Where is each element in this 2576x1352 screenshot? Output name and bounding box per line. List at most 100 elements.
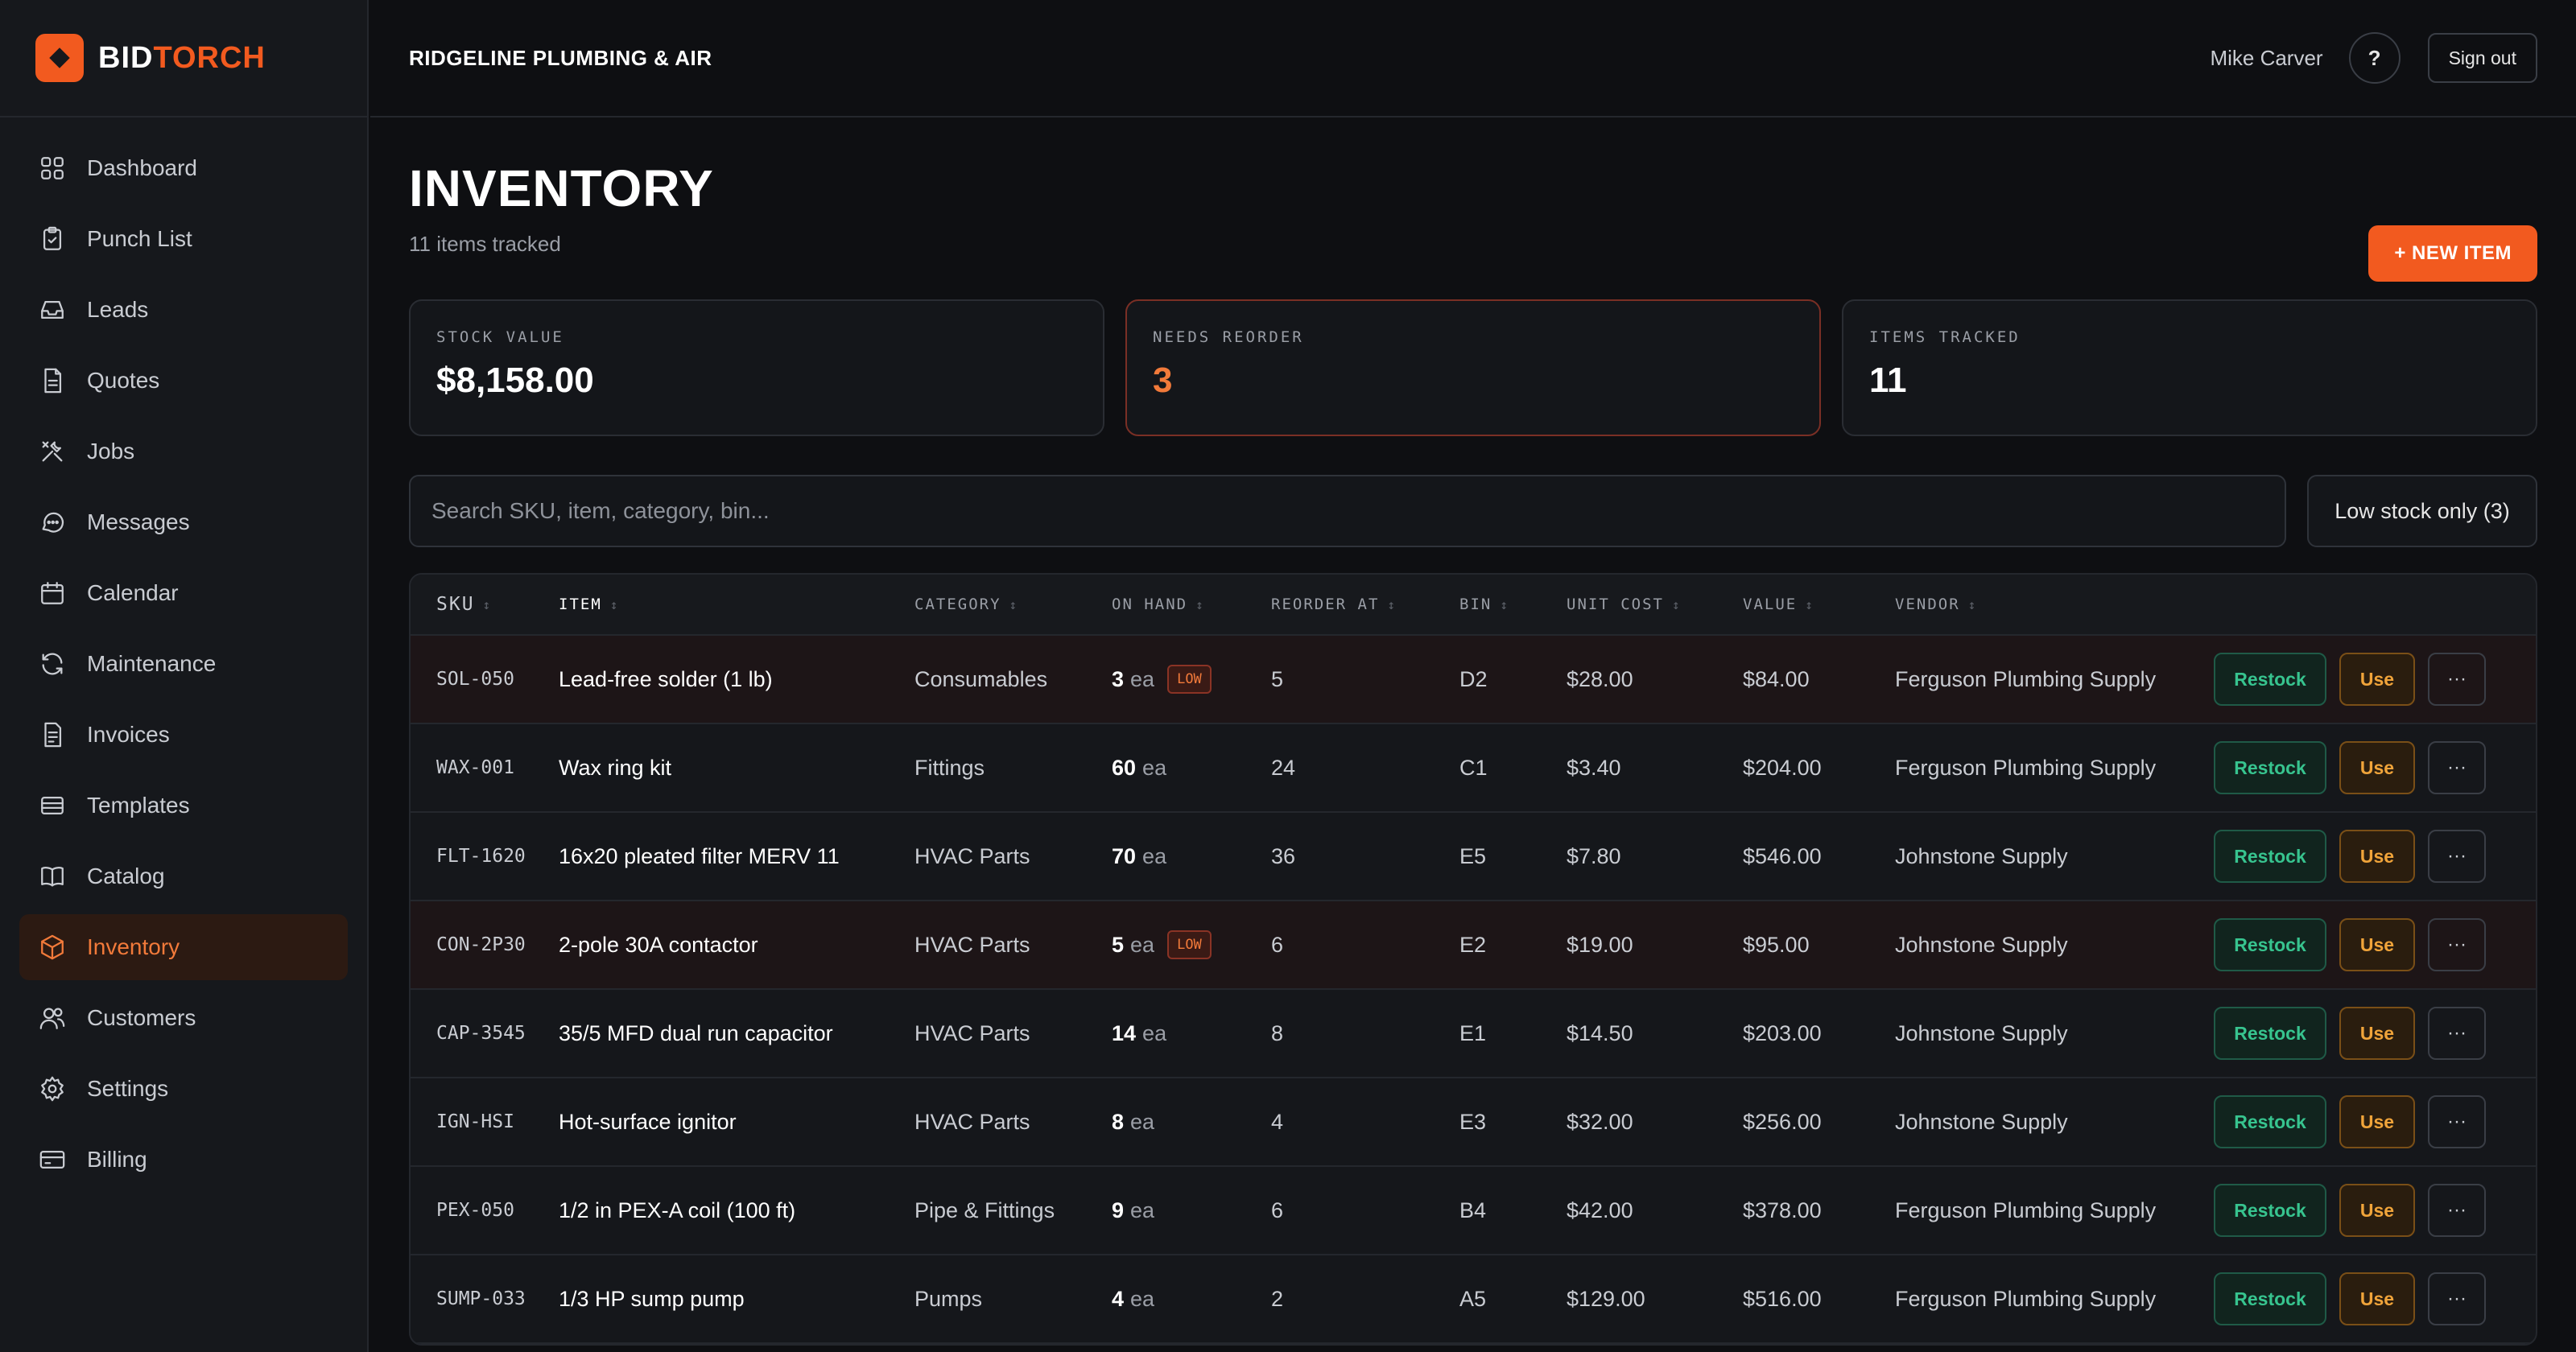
more-options-button[interactable]: ··· (2428, 741, 2486, 794)
more-options-button[interactable]: ··· (2428, 1095, 2486, 1148)
cell-unit-cost: $3.40 (1567, 755, 1621, 780)
cell-category: HVAC Parts (914, 1109, 1030, 1134)
cell-sku: IGN-HSI (436, 1111, 514, 1132)
table-row[interactable]: PEX-050 1/2 in PEX-A coil (100 ft) Pipe & … (411, 1167, 2536, 1255)
calendar-icon (41, 582, 64, 604)
sign-out-button[interactable]: Sign out (2427, 33, 2537, 83)
column-header-bin[interactable]: BIN ↕ (1459, 596, 1567, 613)
more-options-button[interactable]: ··· (2428, 653, 2486, 706)
low-stock-badge: LOW (1167, 665, 1212, 694)
sidebar-item-calendar[interactable]: Calendar (19, 560, 348, 626)
stat-needs-reorder: NEEDS REORDER 3 (1125, 299, 1821, 436)
more-options-button[interactable]: ··· (2428, 1184, 2486, 1237)
sidebar-item-label: Maintenance (87, 651, 217, 676)
table-row[interactable]: WAX-001 Wax ring kit Fittings 60 ea 24 C1 $3.40… (411, 724, 2536, 813)
search-input[interactable] (409, 475, 2286, 547)
more-options-button[interactable]: ··· (2428, 1007, 2486, 1060)
user-name[interactable]: Mike Carver (2210, 45, 2323, 70)
use-button[interactable]: Use (2339, 653, 2415, 706)
cell-category: Pumps (914, 1286, 983, 1311)
column-header-vendor[interactable]: VENDOR ↕ (1895, 596, 2214, 613)
cell-category: Fittings (914, 755, 985, 780)
column-header-unit-cost[interactable]: UNIT COST ↕ (1567, 596, 1743, 613)
use-button[interactable]: Use (2339, 1272, 2415, 1325)
restock-button[interactable]: Restock (2214, 1184, 2326, 1237)
table-row[interactable]: SOL-050 Lead-free solder (1 lb) Consumable… (411, 636, 2536, 724)
new-item-button[interactable]: + NEW ITEM (2368, 225, 2537, 282)
sidebar-item-punch-list[interactable]: Punch List (19, 206, 348, 272)
cell-on-hand: 9 ea (1112, 1198, 1271, 1223)
cell-item: 35/5 MFD dual run capacitor (559, 1020, 833, 1045)
cell-unit-cost: $14.50 (1567, 1020, 1633, 1045)
use-button[interactable]: Use (2339, 1184, 2415, 1237)
restock-button[interactable]: Restock (2214, 1007, 2326, 1060)
more-options-button[interactable]: ··· (2428, 918, 2486, 971)
table-row[interactable]: CON-2P30 2-pole 30A contactor HVAC Parts 5 e… (411, 901, 2536, 990)
column-header-value[interactable]: VALUE ↕ (1743, 596, 1895, 613)
sidebar-nav: Dashboard Punch List Leads Quotes Jobs Messag… (0, 117, 367, 1193)
help-button[interactable]: ? (2348, 32, 2401, 84)
cell-item: 16x20 pleated filter MERV 11 (559, 843, 840, 868)
sidebar-item-invoices[interactable]: Invoices (19, 702, 348, 768)
table-row[interactable]: CAP-3545 35/5 MFD dual run capacitor HVAC … (411, 990, 2536, 1078)
credit-card-icon (39, 1150, 65, 1169)
use-button[interactable]: Use (2339, 1095, 2415, 1148)
low-stock-toggle[interactable]: Low stock only (3) (2307, 475, 2537, 547)
cell-bin: B4 (1459, 1197, 1487, 1222)
sidebar-item-customers[interactable]: Customers (19, 985, 348, 1051)
sidebar-item-messages[interactable]: Messages (19, 489, 348, 555)
use-button[interactable]: Use (2339, 918, 2415, 971)
restock-button[interactable]: Restock (2214, 1095, 2326, 1148)
column-header-label: VENDOR (1895, 596, 1960, 613)
restock-button[interactable]: Restock (2214, 741, 2326, 794)
more-options-button[interactable]: ··· (2428, 1272, 2486, 1325)
sidebar-item-label: Messages (87, 509, 190, 534)
cell-reorder-at: 24 (1271, 755, 1296, 780)
sidebar-item-maintenance[interactable]: Maintenance (19, 631, 348, 697)
sidebar-item-jobs[interactable]: Jobs (19, 418, 348, 484)
table-row[interactable]: FLT-1620 16x20 pleated filter MERV 11 HVAC… (411, 813, 2536, 901)
use-button[interactable]: Use (2339, 830, 2415, 883)
sidebar-item-inventory[interactable]: Inventory (19, 914, 348, 980)
use-button[interactable]: Use (2339, 1007, 2415, 1060)
row-actions: Restock Use ··· (2214, 1184, 2486, 1237)
sidebar-item-catalog[interactable]: Catalog (19, 843, 348, 909)
column-header-sku[interactable]: SKU ↕ (411, 594, 559, 615)
column-header-category[interactable]: CATEGORY ↕ (914, 596, 1112, 613)
column-header-item[interactable]: ITEM ↕ (559, 596, 914, 613)
on-hand-unit: ea (1142, 755, 1167, 780)
chat-icon (42, 512, 64, 533)
cell-bin: A5 (1459, 1286, 1487, 1311)
sidebar-item-settings[interactable]: Settings (19, 1056, 348, 1122)
cell-on-hand: 60 ea (1112, 756, 1271, 781)
sidebar-item-dashboard[interactable]: Dashboard (19, 135, 348, 201)
sidebar-item-templates[interactable]: Templates (19, 773, 348, 839)
restock-button[interactable]: Restock (2214, 1272, 2326, 1325)
brand-name-part1: BID (98, 40, 154, 75)
cell-category: Pipe & Fittings (914, 1197, 1055, 1222)
cell-value: $378.00 (1743, 1197, 1822, 1222)
column-header-label: BIN (1459, 596, 1492, 613)
column-header-on-hand[interactable]: ON HAND ↕ (1112, 596, 1271, 613)
restock-button[interactable]: Restock (2214, 653, 2326, 706)
cell-value: $95.00 (1743, 932, 1810, 957)
clipboard-check-icon (43, 226, 62, 250)
cell-value: $84.00 (1743, 666, 1810, 691)
cell-vendor: Ferguson Plumbing Supply (1895, 666, 2157, 691)
restock-button[interactable]: Restock (2214, 830, 2326, 883)
brand[interactable]: BIDTORCH (0, 0, 367, 117)
cell-on-hand: 3 ea LOW (1112, 665, 1271, 694)
table-row[interactable]: IGN-HSI Hot-surface ignitor HVAC Parts 8 ea 4… (411, 1078, 2536, 1167)
sidebar-item-leads[interactable]: Leads (19, 277, 348, 343)
column-header-reorder-at[interactable]: REORDER AT ↕ (1271, 596, 1459, 613)
use-button[interactable]: Use (2339, 741, 2415, 794)
filter-row: Low stock only (3) (409, 475, 2537, 547)
sidebar-item-quotes[interactable]: Quotes (19, 348, 348, 414)
sidebar-item-billing[interactable]: Billing (19, 1127, 348, 1193)
restock-button[interactable]: Restock (2214, 918, 2326, 971)
stat-label: NEEDS REORDER (1153, 328, 1304, 346)
more-options-button[interactable]: ··· (2428, 830, 2486, 883)
inbox-icon (41, 300, 64, 319)
table-row[interactable]: SUMP-033 1/3 HP sump pump Pumps 4 ea 2 A5 $129.… (411, 1255, 2536, 1344)
sort-icon: ↕ (1805, 596, 1814, 612)
